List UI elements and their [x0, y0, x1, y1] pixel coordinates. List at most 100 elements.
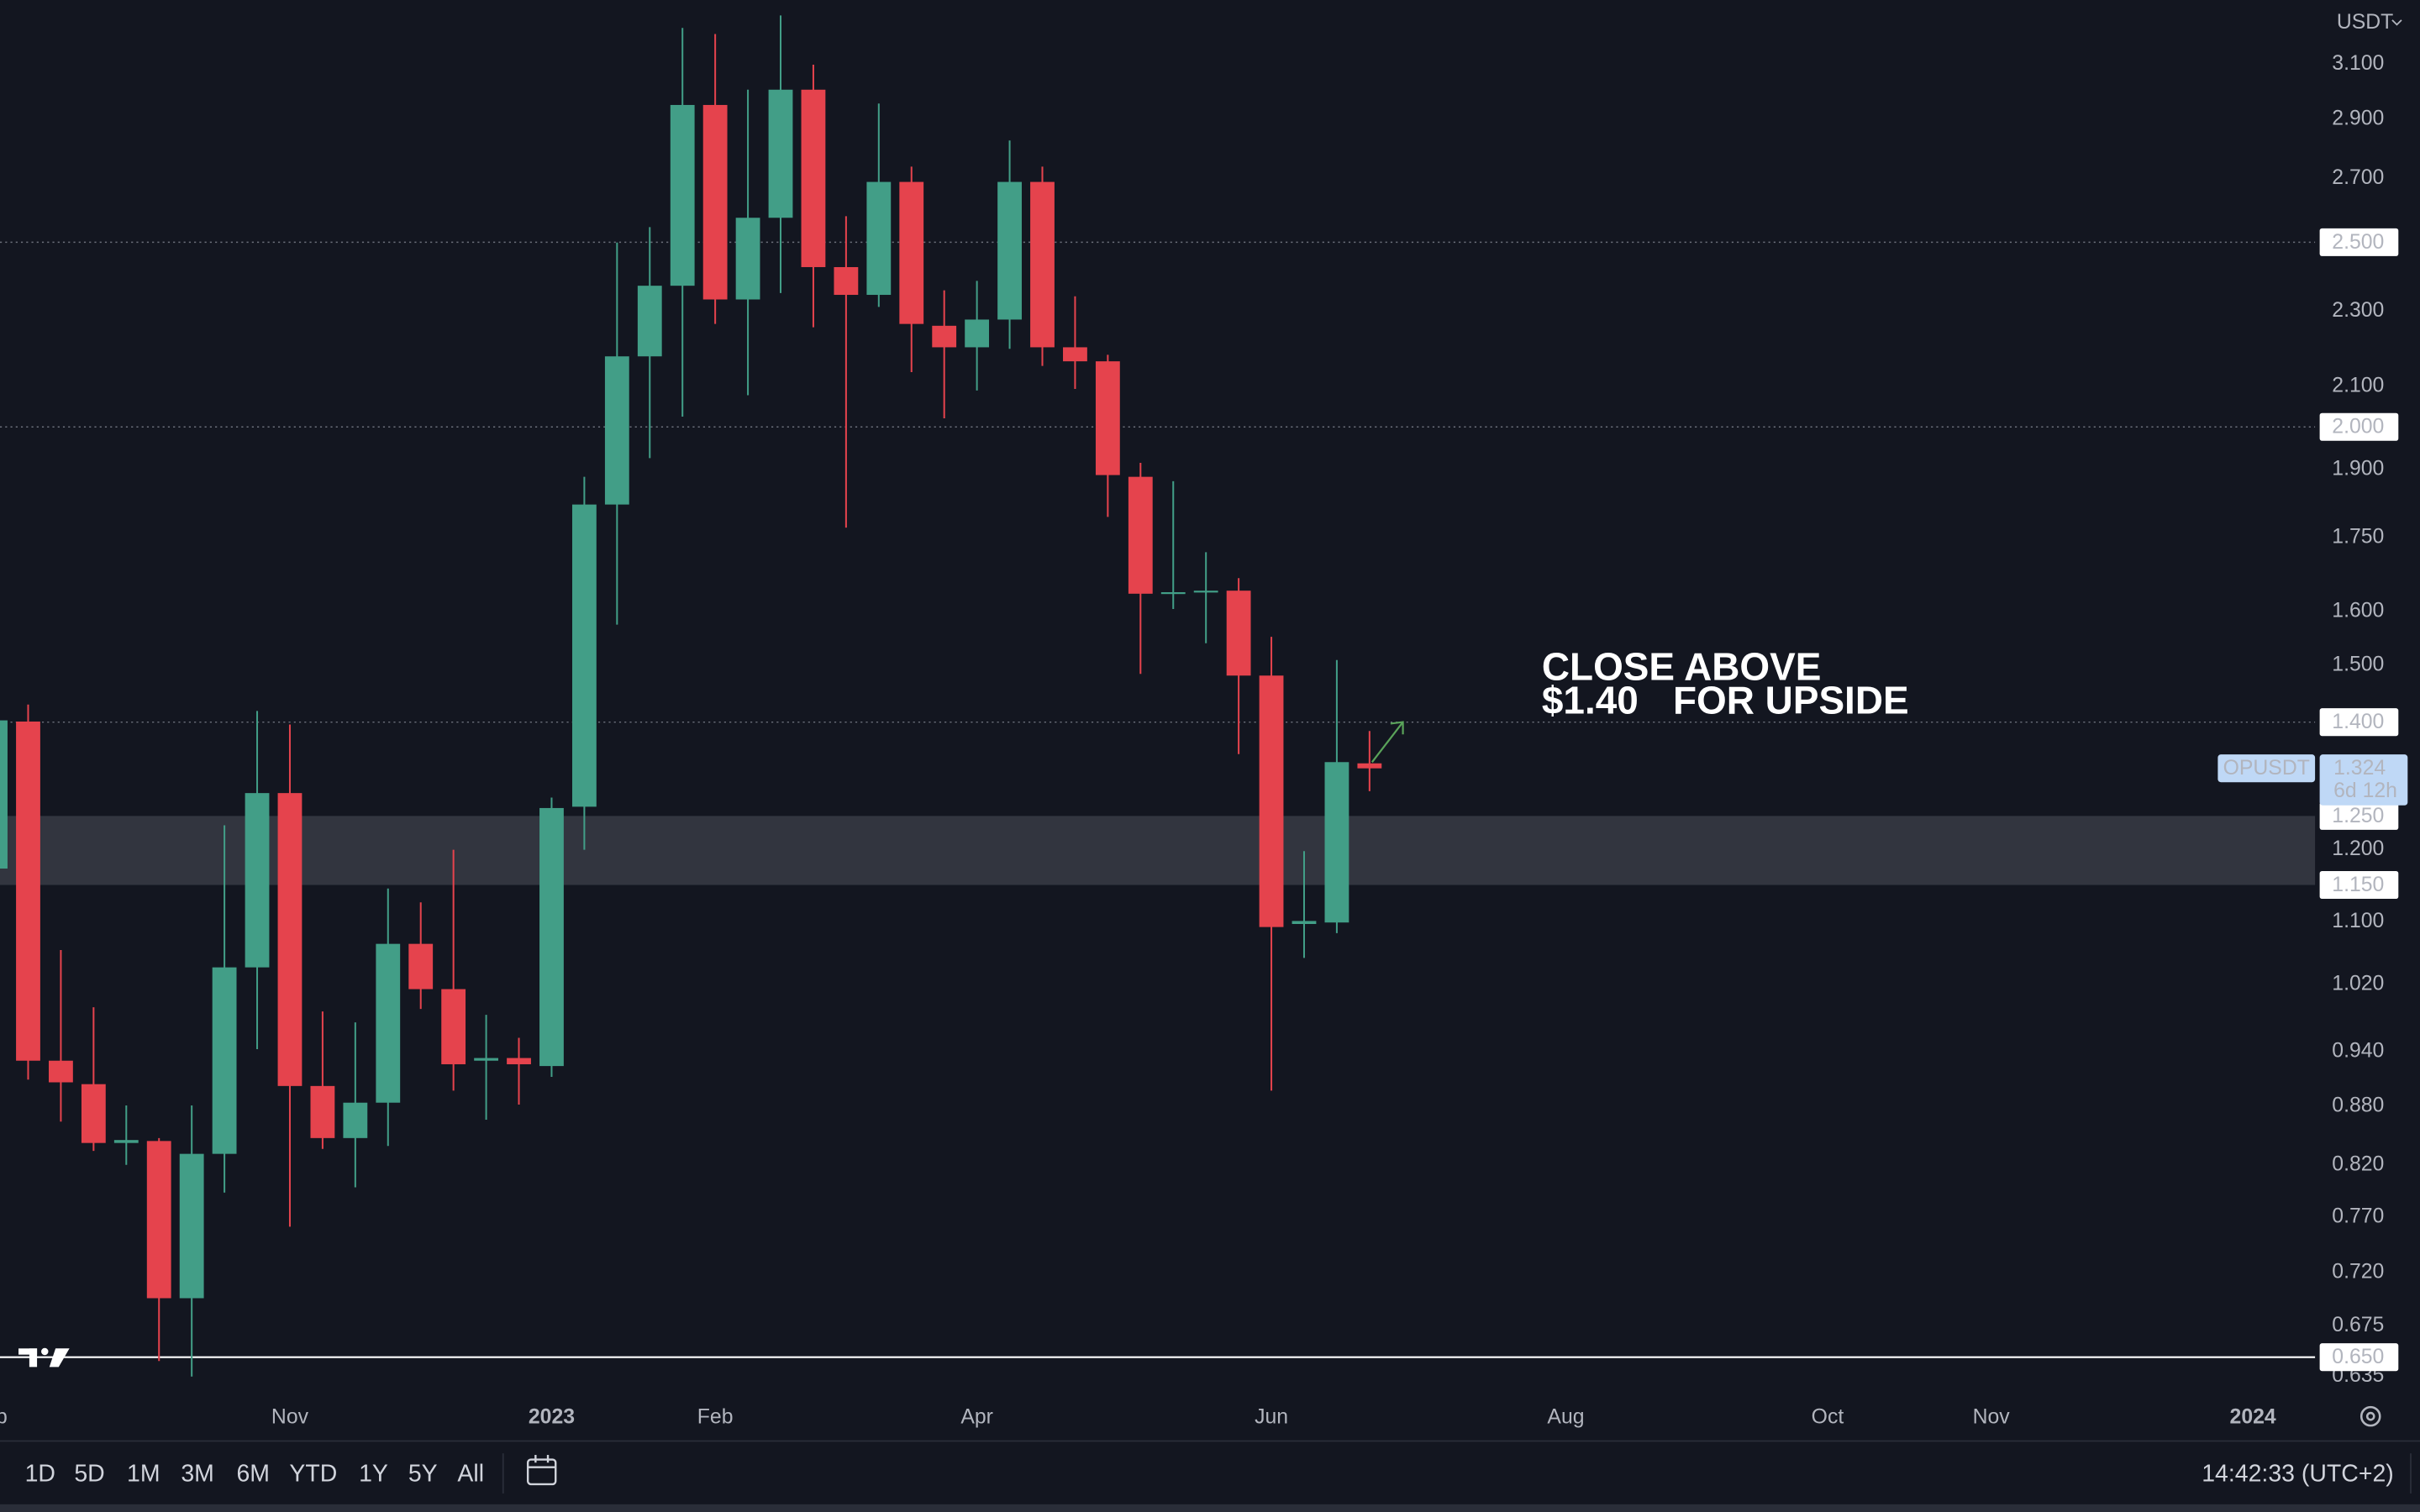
candle-body [997, 181, 1022, 320]
y-tick-label: 1.100 [2332, 910, 2384, 932]
currency-chevron[interactable] [2391, 19, 2402, 26]
candle-body [1324, 762, 1349, 923]
candle-body [1357, 763, 1382, 769]
toolbar: 1D 5D 1M 3M 6M YTD 1Y 5Y All [25, 1460, 484, 1487]
candle-body [571, 504, 597, 807]
range-button[interactable]: 3M [181, 1460, 214, 1487]
logo [18, 1347, 70, 1368]
candle-body [899, 181, 924, 324]
annotation-text: CLOSE ABOVE [1542, 644, 1821, 688]
candle-body [1259, 675, 1284, 927]
range-button[interactable]: 1M [127, 1460, 160, 1487]
y-tick-label: 1.600 [2332, 600, 2384, 622]
y-tick-label: 2.100 [2332, 375, 2384, 397]
candle-body [1063, 347, 1087, 362]
last-price-label: 1.324 [2333, 757, 2386, 780]
candle-body [146, 1141, 171, 1299]
zone-label-box [2319, 870, 2399, 900]
x-tick-label: 2024 [2230, 1406, 2276, 1429]
x-tick-label: Nov [271, 1406, 309, 1429]
y-tick-label: 3.100 [2332, 52, 2384, 75]
settings-button[interactable] [2360, 1405, 2381, 1427]
y-tick-label: 2.700 [2332, 166, 2384, 189]
y-tick-label: 2.300 [2332, 299, 2384, 322]
range-button[interactable]: 6M [236, 1460, 270, 1487]
level-label: 0.650 [2332, 1346, 2384, 1368]
candle-body [310, 1085, 335, 1138]
candle-body [768, 89, 793, 218]
level-label: 1.400 [2332, 711, 2384, 733]
candle-body [670, 104, 695, 286]
zone-label: 1.150 [2332, 874, 2384, 896]
range-button[interactable]: All [457, 1460, 484, 1487]
candle-body [245, 793, 270, 968]
annotation-arrow [1370, 721, 1404, 764]
range-button[interactable]: 1D [25, 1460, 55, 1487]
x-tick-label: 2023 [529, 1406, 575, 1429]
y-tick-label: 0.770 [2332, 1205, 2384, 1227]
candle-body [965, 319, 990, 348]
x-tick-label: Sep [0, 1406, 8, 1429]
symbol-box [2217, 754, 2316, 783]
candle-body [1292, 921, 1317, 925]
level-label: 2.500 [2332, 231, 2384, 254]
x-tick-label: Aug [1547, 1406, 1584, 1429]
range-button[interactable]: 5D [74, 1460, 104, 1487]
y-tick-label: 0.880 [2332, 1095, 2384, 1117]
level-label-box [2319, 228, 2399, 256]
zone-label-box [2319, 801, 2399, 830]
candle-body [932, 325, 957, 348]
candle-body [1030, 181, 1055, 348]
candle-body [0, 720, 8, 869]
candle-body [408, 943, 434, 990]
candle-body [179, 1153, 204, 1299]
candle-body [1095, 361, 1120, 475]
plot-area [0, 15, 2316, 1377]
x-tick-label: Apr [960, 1406, 993, 1429]
candle-body [441, 989, 466, 1064]
bottom-strip [0, 1504, 2420, 1512]
level-label-box [2319, 1343, 2399, 1372]
candle-body [866, 181, 892, 296]
range-button[interactable]: 1Y [359, 1460, 388, 1487]
y-tick-label: 0.675 [2332, 1314, 2384, 1336]
support-zone [0, 816, 2316, 885]
x-tick-label: Oct [1812, 1406, 1844, 1429]
candle-body [81, 1084, 106, 1143]
clock[interactable]: 14:42:33 (UTC+2) [2202, 1460, 2394, 1487]
currency-selector[interactable]: USDT [2337, 11, 2393, 34]
countdown: 6d 12h [2333, 780, 2397, 802]
candle-body [637, 286, 662, 357]
symbol-label: OPUSDT [2223, 757, 2310, 780]
last-price-box [2319, 754, 2408, 806]
candle-body [604, 356, 629, 505]
range-button[interactable]: YTD [289, 1460, 337, 1487]
level-label-box [2319, 412, 2399, 441]
x-tick-label: Nov [1973, 1406, 2011, 1429]
annotation-price: $1.40 [1542, 679, 1639, 722]
y-tick-label: 1.020 [2332, 972, 2384, 995]
y-tick-label: 0.720 [2332, 1260, 2384, 1283]
y-tick-label: 1.750 [2332, 525, 2384, 548]
candle-body [376, 943, 401, 1103]
y-tick-label: 2.900 [2332, 108, 2384, 130]
level-label-box [2319, 708, 2399, 737]
candle-body [49, 1060, 73, 1083]
annotation-text: FOR UPSIDE [1673, 679, 1909, 722]
candle-body [1128, 476, 1153, 594]
y-tick-label: 1.900 [2332, 457, 2384, 480]
x-tick-label: Jun [1255, 1406, 1288, 1429]
range-button[interactable]: 5Y [408, 1460, 438, 1487]
candle-body [735, 218, 760, 300]
level-label: 2.000 [2332, 416, 2384, 438]
x-tick-label: Feb [697, 1406, 734, 1429]
y-tick-label: 0.820 [2332, 1152, 2384, 1175]
candle-body [1160, 591, 1186, 595]
candle-body [702, 104, 728, 300]
y-tick-label: 1.500 [2332, 653, 2384, 675]
date-range-button[interactable] [526, 1455, 557, 1486]
candle-body [1226, 591, 1251, 676]
candle-body [539, 807, 564, 1067]
